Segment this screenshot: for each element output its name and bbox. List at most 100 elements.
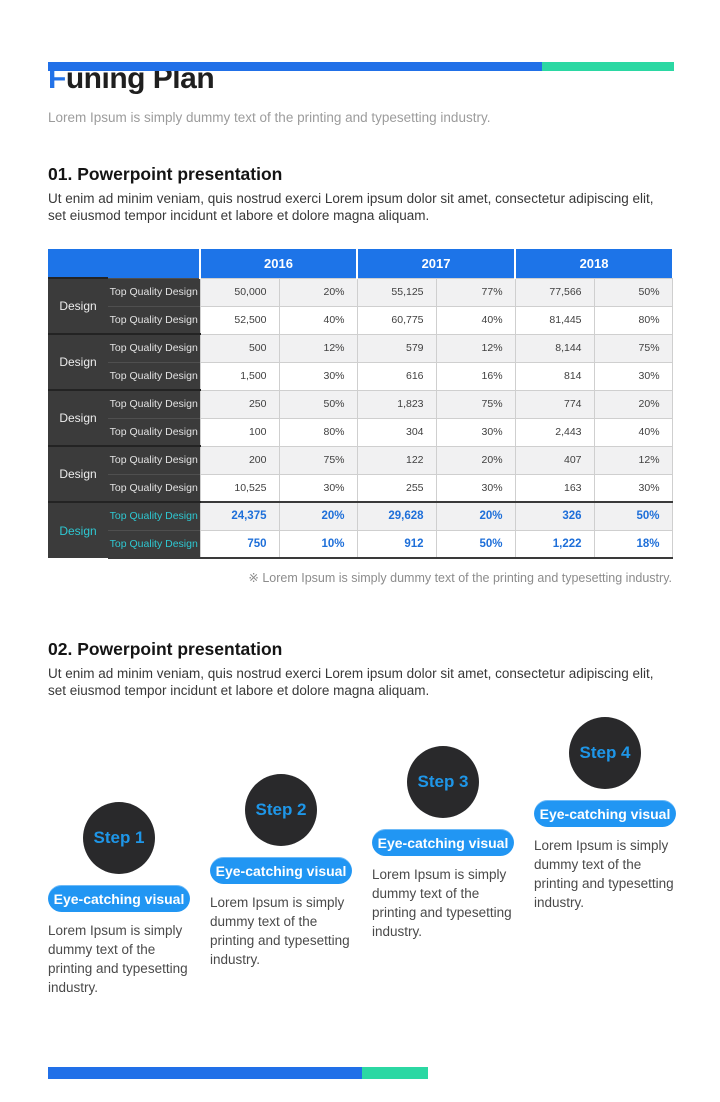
year-header: 2016 — [198, 249, 358, 278]
value-cell: 30% — [278, 361, 358, 390]
table-corner-cell — [48, 249, 200, 278]
value-cell: 50% — [593, 501, 673, 530]
top-accent-bar — [48, 62, 674, 71]
value-cell: 77% — [435, 277, 516, 306]
group-label: Design — [48, 389, 108, 446]
funding-table: 2016 2017 2018 Design Top Quality Design 50,0… — [48, 249, 673, 559]
top-accent-green-segment — [542, 62, 674, 71]
value-cell: 12% — [593, 445, 673, 474]
step-description: Lorem Ipsum is simply dummy text of the … — [372, 867, 512, 940]
page-subtitle: Lorem Ipsum is simply dummy text of the … — [48, 110, 491, 125]
value-cell: 20% — [593, 389, 673, 418]
value-cell: 75% — [593, 333, 673, 362]
group-label: Design — [48, 333, 108, 390]
value-cell: 80% — [593, 305, 673, 334]
value-cell: 255 — [356, 473, 437, 502]
value-cell: 16% — [435, 361, 516, 390]
step-column: Step 2 Eye-catching visual Lorem Ipsum is … — [210, 774, 352, 970]
section2-body: Ut enim ad minim veniam, quis nostrud ex… — [48, 666, 654, 698]
value-cell: 30% — [593, 361, 673, 390]
value-cell: 500 — [199, 333, 279, 362]
table-footnote: ※ Lorem Ipsum is simply dummy text of th… — [248, 571, 672, 585]
step-circle: Step 4 — [569, 717, 641, 789]
value-cell: 814 — [514, 361, 595, 390]
value-cell: 774 — [514, 389, 595, 418]
value-cell: 122 — [356, 445, 437, 474]
table-row: Top Quality Design 750 10% 912 50% 1,222 18% — [48, 529, 673, 559]
row-label: Top Quality Design — [108, 277, 200, 306]
section1-body: Ut enim ad minim veniam, quis nostrud ex… — [48, 191, 654, 223]
row-label: Top Quality Design — [108, 417, 200, 446]
value-cell: 8,144 — [514, 333, 595, 362]
row-label: Top Quality Design — [108, 361, 200, 390]
table-row: Design Top Quality Design 200 75% 122 20% 407 1… — [48, 445, 673, 502]
slide-page: { "page": { "title_accent": "F", "title_… — [0, 62, 720, 1102]
step-column: Step 4 Eye-catching visual Lorem Ipsum is … — [534, 717, 676, 913]
value-cell: 50% — [593, 277, 673, 306]
section2-heading: 02. Powerpoint presentation — [48, 639, 283, 659]
row-label: Top Quality Design — [108, 445, 200, 474]
value-cell: 200 — [199, 445, 279, 474]
table-row: Top Quality Design 100 80% 304 30% 2,443 40% — [48, 417, 673, 446]
table-header-row: 2016 2017 2018 — [48, 249, 673, 278]
value-cell: 40% — [278, 305, 358, 334]
value-cell: 1,823 — [356, 389, 437, 418]
value-cell: 77,566 — [514, 277, 595, 306]
value-cell: 1,222 — [514, 529, 595, 559]
table-row: Design Top Quality Design 50,000 20% 55,125 7… — [48, 277, 673, 334]
value-cell: 75% — [278, 445, 358, 474]
step-circle: Step 2 — [245, 774, 317, 846]
step-badge: Eye-catching visual — [210, 857, 352, 884]
row-label: Top Quality Design — [108, 529, 200, 559]
value-cell: 40% — [593, 417, 673, 446]
group-label: Design — [48, 445, 108, 502]
row-label: Top Quality Design — [108, 501, 200, 530]
value-cell: 50% — [278, 389, 358, 418]
value-cell: 55,125 — [356, 277, 437, 306]
row-label: Top Quality Design — [108, 305, 200, 334]
table-row: Design Top Quality Design 250 50% 1,823 75% 77… — [48, 389, 673, 446]
year-header: 2017 — [356, 249, 516, 278]
step-badge: Eye-catching visual — [534, 800, 676, 827]
value-cell: 750 — [199, 529, 279, 559]
value-cell: 29,628 — [356, 501, 437, 530]
row-label: Top Quality Design — [108, 389, 200, 418]
table-row: Top Quality Design 1,500 30% 616 16% 814 30% — [48, 361, 673, 390]
row-label: Top Quality Design — [108, 473, 200, 502]
bottom-accent-green-segment — [362, 1067, 428, 1079]
value-cell: 30% — [278, 473, 358, 502]
table-row: Design Top Quality Design 24,375 20% 29,628 2… — [48, 501, 673, 558]
value-cell: 616 — [356, 361, 437, 390]
step-circle: Step 1 — [83, 802, 155, 874]
value-cell: 50% — [435, 529, 516, 559]
step-badge: Eye-catching visual — [372, 829, 514, 856]
step-circle: Step 3 — [407, 746, 479, 818]
group-label: Design — [48, 501, 108, 558]
table-row: Design Top Quality Design 500 12% 579 12% 8,14… — [48, 333, 673, 390]
year-header: 2018 — [514, 249, 673, 278]
table-row: Top Quality Design 52,500 40% 60,775 40% 81,4… — [48, 305, 673, 334]
value-cell: 912 — [356, 529, 437, 559]
value-cell: 30% — [593, 473, 673, 502]
value-cell: 304 — [356, 417, 437, 446]
section1-heading: 01. Powerpoint presentation — [48, 164, 283, 184]
value-cell: 20% — [278, 501, 358, 530]
value-cell: 579 — [356, 333, 437, 362]
value-cell: 1,500 — [199, 361, 279, 390]
value-cell: 10,525 — [199, 473, 279, 502]
value-cell: 30% — [435, 417, 516, 446]
value-cell: 40% — [435, 305, 516, 334]
value-cell: 100 — [199, 417, 279, 446]
value-cell: 60,775 — [356, 305, 437, 334]
step-description: Lorem Ipsum is simply dummy text of the … — [534, 838, 674, 911]
value-cell: 30% — [435, 473, 516, 502]
step-column: Step 1 Eye-catching visual Lorem Ipsum is … — [48, 802, 190, 998]
value-cell: 52,500 — [199, 305, 279, 334]
bottom-accent-bar — [48, 1067, 428, 1079]
value-cell: 2,443 — [514, 417, 595, 446]
value-cell: 250 — [199, 389, 279, 418]
value-cell: 163 — [514, 473, 595, 502]
step-column: Step 3 Eye-catching visual Lorem Ipsum is … — [372, 746, 514, 942]
value-cell: 12% — [278, 333, 358, 362]
steps-diagram: Step 1 Eye-catching visual Lorem Ipsum is … — [48, 703, 676, 998]
